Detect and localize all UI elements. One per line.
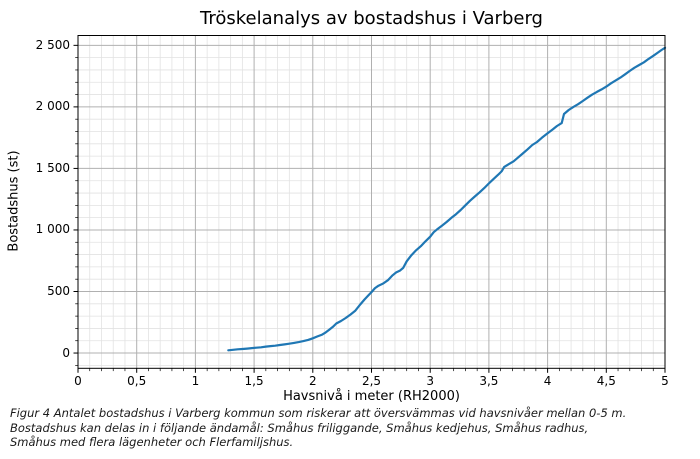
data-line [227, 46, 667, 352]
x-tick-label: 2 [308, 374, 317, 388]
y-axis-label: Bostadshus (st) [6, 150, 22, 252]
y-tick-label: 1 000 [35, 222, 70, 237]
x-tick-label: 3 [426, 374, 434, 388]
caption-line: Bostadshus kan delas in i följande ändam… [10, 420, 589, 435]
x-tick-label: 4,5 [596, 374, 616, 388]
y-tick-label: 0 [62, 345, 70, 360]
caption-line: Småhus med flera lägenheter och Flerfami… [10, 435, 294, 449]
x-axis-label: Havsnivå i meter (RH2000) [283, 389, 460, 404]
x-tick-label: 1 [191, 374, 200, 388]
y-tick-label: 500 [47, 284, 70, 298]
caption-line: Figur 4 Antalet bostadshus i Varberg kom… [10, 406, 627, 420]
y-tick-label: 1 500 [35, 160, 70, 175]
y-tick-label: 2 000 [35, 99, 70, 114]
x-tick-label: 2,5 [361, 374, 382, 388]
x-tick-label: 4 [543, 374, 552, 388]
x-tick-label: 3,5 [479, 374, 499, 388]
x-tick-label: 5 [661, 374, 669, 388]
x-tick-label: 0,5 [127, 374, 147, 388]
figure-caption: Figur 4 Antalet bostadshus i Varberg kom… [10, 406, 694, 450]
chart-title: Tröskelanalys av bostadshus i Varberg [200, 8, 543, 29]
x-tick-label: 0 [74, 374, 82, 388]
y-tick-label: 2 500 [35, 37, 70, 52]
x-tick-label: 1,5 [244, 374, 264, 388]
